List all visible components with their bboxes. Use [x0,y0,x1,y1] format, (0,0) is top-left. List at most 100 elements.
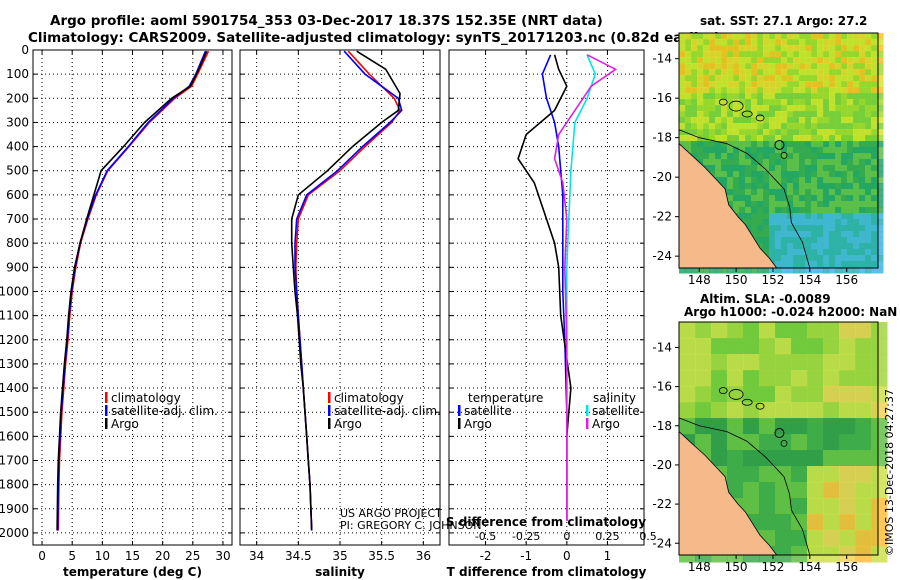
map-cell [721,267,728,274]
map-cell [775,237,782,244]
map-cell [811,243,818,250]
map-cell [823,105,830,112]
map-cell [865,171,872,178]
map-cell [793,249,800,256]
legend-label: Argo [334,417,362,431]
map-cell [859,39,866,46]
map-cell [823,33,830,40]
map-cell [751,147,758,154]
land-polygon [678,142,778,269]
profile-location-marker [774,428,785,439]
map-y-tick-label: -14 [652,52,672,66]
map-cell [751,207,758,214]
map-cell [739,129,746,136]
map-cell [691,123,698,130]
map-cell [721,171,728,178]
map-cell [733,195,740,202]
map-cell [727,189,734,196]
map-cell [847,81,854,88]
map-cell [759,402,776,419]
map-cell [745,69,752,76]
map-cell [679,99,686,106]
map-cell [727,267,734,274]
map-cell [859,237,866,244]
map-cell [823,141,830,148]
map-cell [865,63,872,70]
map-cell [721,33,728,40]
reef-outline [780,152,788,159]
map-cell [769,243,776,250]
map-cell [847,213,854,220]
map-cell [823,213,830,220]
map-cell [829,231,836,238]
map-cell [823,434,840,451]
map-cell [793,33,800,40]
map-cell [695,322,712,339]
map-cell [685,75,692,82]
map-cell [781,183,788,190]
map-cell [697,117,704,124]
map-cell [781,255,788,262]
map-cell [817,81,824,88]
map-cell [841,165,848,172]
map-cell [855,546,872,563]
map-cell [763,129,770,136]
map-cell [847,231,854,238]
map-cell [853,147,860,154]
map-cell [769,189,776,196]
map-cell [787,57,794,64]
map-cell [823,261,830,268]
depth-tick-label: 1200 [0,333,29,347]
legend-swatch [458,405,461,416]
depth-tick-label: 500 [6,164,29,178]
map-cell [757,51,764,58]
map-cell [727,57,734,64]
map-cell [859,75,866,82]
map-cell [769,117,776,124]
map-cell [781,69,788,76]
map-cell [709,69,716,76]
map-cell [799,249,806,256]
map-cell [799,45,806,52]
map-cell [877,171,884,178]
map-cell [817,231,824,238]
map-cell [823,81,830,88]
difference-panel: -2 -1 0 1 T difference from climatology -0.5 -… [446,49,657,579]
map-cell [763,123,770,130]
map-cell [877,231,884,238]
depth-axis: 0 100 200 300 400 500 600 700 800 900 1000 1100 1200… [0,43,29,540]
map-cell [835,63,842,70]
map-cell [703,81,710,88]
map-cell [703,105,710,112]
map-cell [697,33,704,40]
map-cell [865,243,872,250]
map-cell [859,87,866,94]
map-cell [839,450,856,467]
map-cell [871,135,878,142]
map-cell [743,466,760,483]
map-cell [733,45,740,52]
map-cell [805,39,812,46]
map-cell [757,105,764,112]
map-cell [691,51,698,58]
map-cell [709,135,716,142]
map-cell [871,207,878,214]
reef-outline [728,100,744,112]
map-cell [841,159,848,166]
map-cell [715,141,722,148]
map-cell [715,105,722,112]
map-cell [811,75,818,82]
map-cell [859,177,866,184]
map-cell [865,165,872,172]
map-cell [787,87,794,94]
map-cell [769,129,776,136]
map-cell [841,135,848,142]
map-cell [859,267,866,274]
map-cell [757,213,764,220]
map-cell [853,63,860,70]
map-cell [781,165,788,172]
map-cell [691,141,698,148]
map-cell [727,129,734,136]
map-cell [781,111,788,118]
map-y-tick-label: -22 [652,210,672,224]
